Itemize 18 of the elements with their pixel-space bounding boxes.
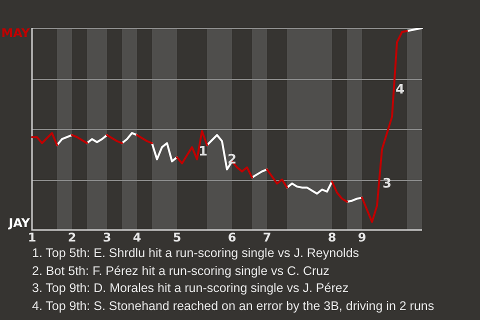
x-tick-label: 8	[328, 230, 336, 244]
annotation: 1	[198, 144, 208, 160]
x-tick-label: 7	[262, 230, 272, 244]
text: 4. Top 9th: S. Stonehand reached on an error by the 3B, driving in 2 runs	[32, 298, 434, 315]
text: 1. Top 5th: E. Shrdlu hit a run-scoring single vs J. Reynolds	[32, 245, 360, 262]
x-tick-label: 6	[228, 230, 236, 244]
annotation: 3	[382, 176, 392, 192]
text: JAY	[8, 216, 30, 230]
x-tick-label: 1	[28, 230, 36, 244]
text: 3. Top 9th: D. Morales hit a run-scoring single vs J. Pérez	[32, 280, 350, 297]
text: 2. Bot 5th: F. Pérez hit a run-scoring single vs C. Cruz	[32, 262, 330, 280]
annotation: 4	[395, 82, 405, 98]
x-tick-label: 5	[172, 230, 182, 244]
x-tick-label: 9	[358, 230, 366, 244]
x-tick-label: 4	[132, 230, 142, 244]
x-tick-label: 2	[68, 230, 76, 244]
x-tick-label: 3	[102, 230, 112, 244]
text: MAY	[1, 26, 30, 40]
